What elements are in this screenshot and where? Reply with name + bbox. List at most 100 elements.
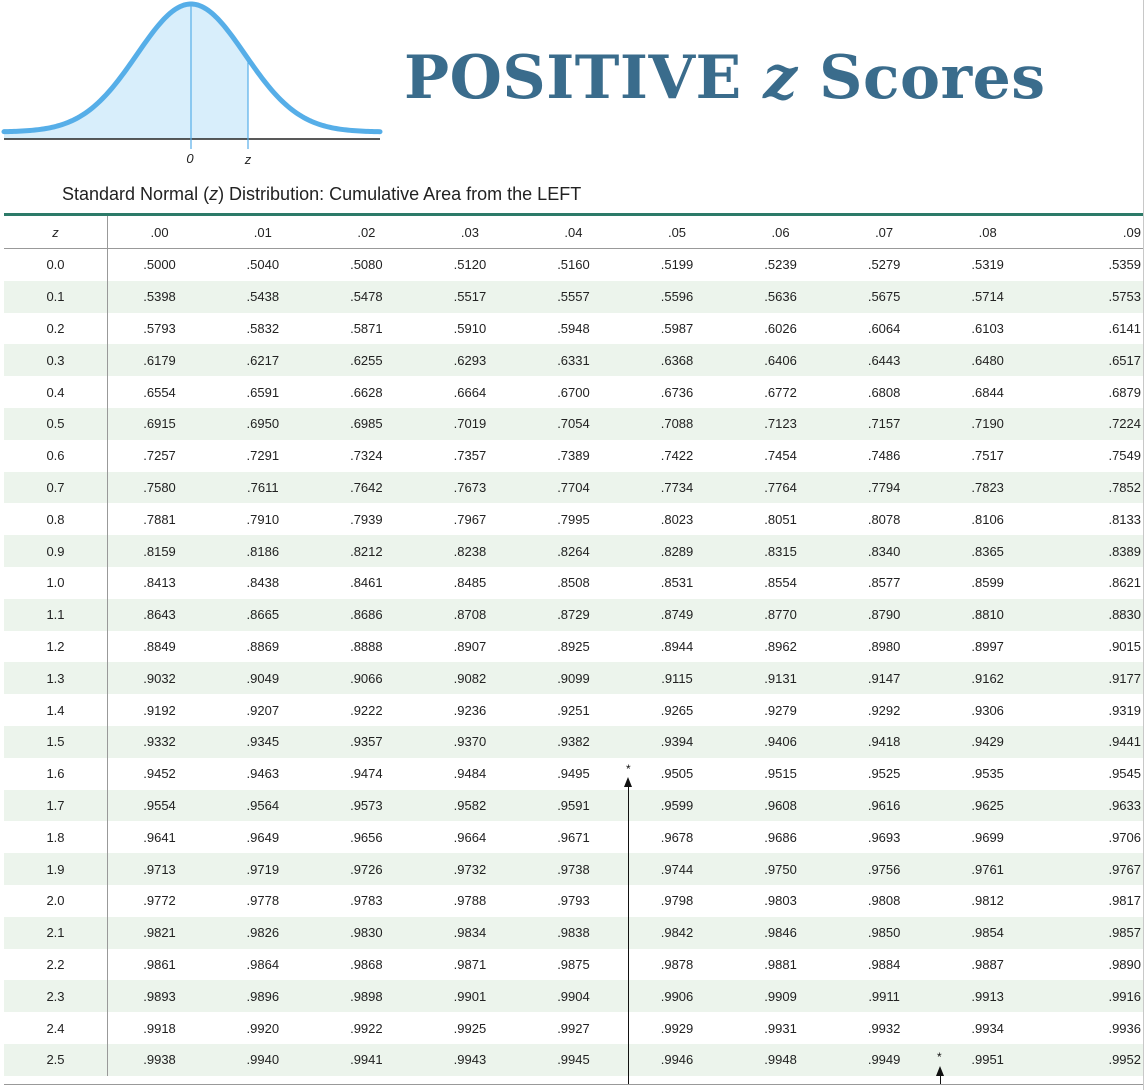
table-row: 1.7.9554.9564.9573.9582.9591.9599.9608.9… <box>4 789 1143 822</box>
area-cell: .9772 <box>143 893 176 909</box>
area-cell: .5596 <box>625 280 729 313</box>
area-cell: .9370 <box>418 725 522 758</box>
area-cell: .9881 <box>764 956 797 972</box>
area-cell: .9761 <box>935 853 1040 885</box>
area-cell: .9484 <box>453 766 487 782</box>
area-cell: .7881 <box>143 511 176 527</box>
table-row: 2.2 .9861 .9864 .9868 .9871 .9875 .9878 .9881 .9… <box>4 948 1143 981</box>
area-cell: .8389 <box>1039 535 1143 567</box>
area-cell: .9147 <box>832 662 936 695</box>
area-cell: .8830 <box>1039 598 1143 631</box>
area-cell: .6443 <box>832 344 936 377</box>
area-cell: .9115 <box>625 662 729 695</box>
area-cell: .8413 <box>143 575 176 591</box>
area-cell: .9599 <box>625 789 729 822</box>
z-value-cell: 0.3 <box>4 344 108 377</box>
z-score-table: z .00.01.02.03.04.05.06.07.08.09 0.0 .500… <box>4 216 1143 1076</box>
area-cell: .9940 <box>211 1043 315 1076</box>
area-cell: .8438 <box>246 575 280 591</box>
title-z-variable: z <box>763 43 798 113</box>
area-cell: .9357 <box>314 725 419 758</box>
area-cell: .9893 <box>107 980 212 1013</box>
area-cell: .9554 <box>107 789 212 822</box>
area-cell: .9887 <box>971 956 1004 972</box>
area-cell: .9515 <box>764 766 797 782</box>
area-cell: .9207 <box>246 702 280 718</box>
z-column-header: z <box>4 216 108 249</box>
area-cell: .9948 <box>728 1043 833 1076</box>
area-cell: .7734 <box>625 471 729 504</box>
area-cell: .9265 <box>660 702 694 718</box>
area-cell: .9382 <box>521 725 626 758</box>
area-cell: .9788 <box>453 893 487 909</box>
z-value-cell: 2.0 <box>4 884 108 917</box>
column-header: .05 <box>625 216 729 249</box>
table-row: 0.7.7580.7611.7642.7673.7704.7734.7764.7… <box>4 471 1143 504</box>
area-cell: .5948 <box>557 320 590 336</box>
area-cell: .7357 <box>453 448 487 464</box>
area-cell: .9582 <box>418 789 522 822</box>
area-cell: .8925 <box>557 638 590 654</box>
area-cell: .9834 <box>418 916 522 949</box>
table-row: 2.0 .9772 .9778 .9783 .9788 .9793 .9798 .9803 .9… <box>4 884 1143 917</box>
area-cell: .9162 <box>935 662 1040 695</box>
area-cell: .8944 <box>660 638 694 654</box>
area-cell: .8264 <box>521 535 626 567</box>
area-cell: .9608 <box>728 789 833 822</box>
column-header: .09 <box>1039 216 1143 249</box>
area-cell: .9904 <box>521 980 626 1013</box>
interpolation-arrow-line-1 <box>628 785 629 1084</box>
area-cell: .8238 <box>418 535 522 567</box>
area-cell: .9591 <box>521 789 626 822</box>
z-value-cell: 0.7 <box>4 471 108 504</box>
area-cell: .8289 <box>625 535 729 567</box>
area-cell: .8849 <box>143 638 176 654</box>
header-rule <box>4 213 1143 216</box>
area-cell: .7454 <box>764 448 797 464</box>
area-cell: .5239 <box>764 257 797 273</box>
z-value-cell: 1.9 <box>4 853 108 885</box>
area-cell: .9949 <box>832 1043 936 1076</box>
table-row: 1.4 .9192 .9207 .9222 .9236 .9251 .9265 .9279 .9… <box>4 694 1143 726</box>
area-cell: .9909 <box>728 980 833 1013</box>
column-header: .03 <box>418 216 522 249</box>
area-cell: .8997 <box>971 638 1004 654</box>
area-cell: .6517 <box>1039 344 1143 377</box>
area-cell: .7054 <box>521 407 626 440</box>
area-cell: .9918 <box>143 1020 176 1036</box>
area-cell: .7764 <box>728 471 833 504</box>
table-row: 0.3.6179.6217.6255.6293.6331.6368.6406.6… <box>4 344 1143 377</box>
area-cell: .9049 <box>211 662 315 695</box>
area-cell: .9505 <box>660 766 694 782</box>
z-value-cell: 2.2 <box>4 948 108 981</box>
area-cell: .9738 <box>521 853 626 885</box>
area-cell: .7852 <box>1039 471 1143 504</box>
area-cell: .9951 <box>935 1043 1040 1076</box>
column-header: .01 <box>211 216 315 249</box>
area-cell: .6103 <box>971 320 1004 336</box>
area-cell: .9633 <box>1039 789 1143 822</box>
page-title: POSITIVE z Scores <box>404 40 1046 116</box>
area-cell: .9808 <box>867 893 901 909</box>
area-cell: .9854 <box>935 916 1040 949</box>
area-cell: .5793 <box>143 320 176 336</box>
table-subtitle: Standard Normal (z) Distribution: Cumula… <box>62 184 581 205</box>
area-cell: .6293 <box>418 344 522 377</box>
area-cell: .7224 <box>1039 407 1143 440</box>
table-row: 0.8 .7881 .7910 .7939 .7967 .7995 .8023 .8051 .8… <box>4 503 1143 536</box>
area-cell: .6406 <box>728 344 833 377</box>
area-cell: .9686 <box>764 829 797 845</box>
z-value-cell: 1.0 <box>4 566 108 599</box>
area-cell: .9441 <box>1039 725 1143 758</box>
area-cell: .9861 <box>143 956 176 972</box>
area-cell: .8365 <box>935 535 1040 567</box>
title-main: POSITIVE <box>404 43 764 113</box>
z-value-cell: 1.4 <box>4 694 108 726</box>
area-cell: .8980 <box>867 638 901 654</box>
area-cell: .9082 <box>418 662 522 695</box>
column-header: .04 <box>521 216 626 249</box>
area-cell: .8315 <box>728 535 833 567</box>
area-cell: .8810 <box>935 598 1040 631</box>
area-cell: .9463 <box>246 766 280 782</box>
area-cell: .7967 <box>453 511 487 527</box>
